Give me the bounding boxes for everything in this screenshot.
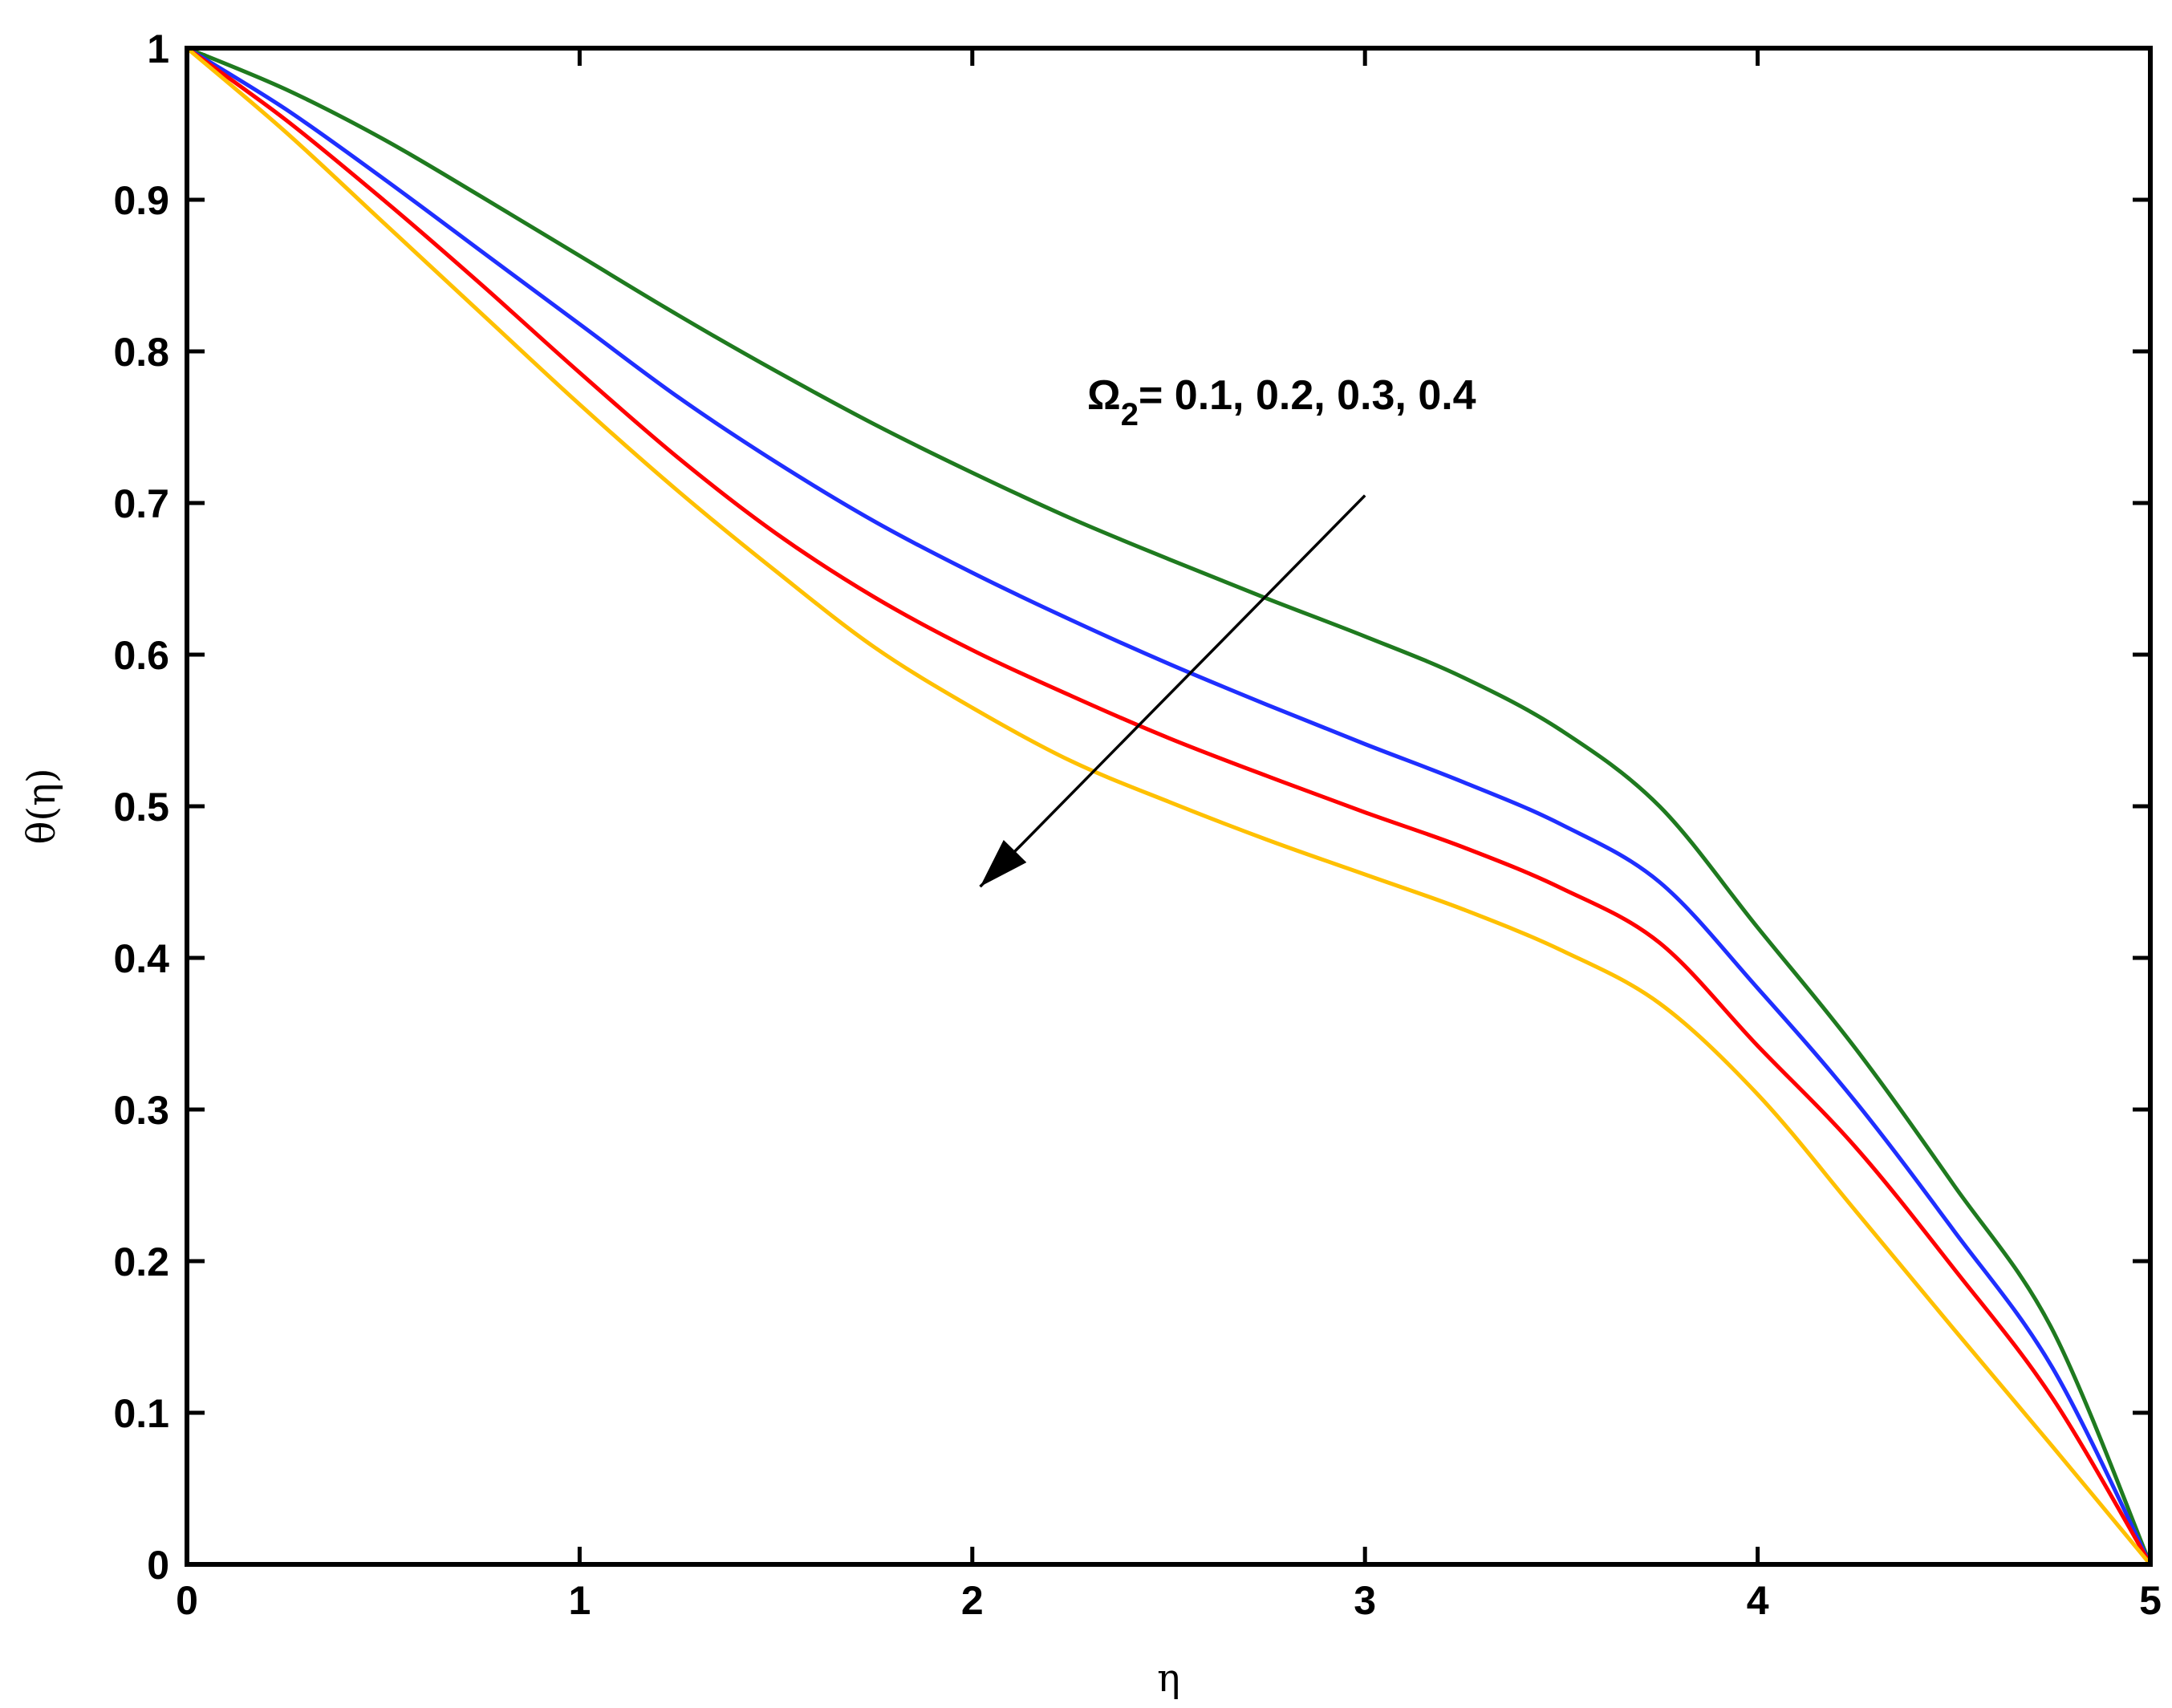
annotation-values: = 0.1, 0.2, 0.3, 0.4 [1139,372,1476,419]
axes-layer: 0 1 2 3 4 5 0 0.1 0.2 0.3 0.4 0.5 0.6 0.7 0.8 0.9 1 [113,26,2161,1623]
series-line-4 [185,47,2152,1566]
y-tick-label: 1 [147,26,169,71]
series-line-1 [186,46,2153,1565]
y-tick-label: 0.3 [113,1088,169,1133]
x-tick-label: 0 [176,1578,198,1623]
x-tick-label: 1 [568,1578,591,1623]
x-tick-label: 4 [1747,1578,1769,1623]
y-tick-label: 0 [147,1543,169,1588]
annotation-symbol: Ω [1087,372,1121,419]
annotation-layer [979,494,1366,888]
annotation-text: Ω2= 0.1, 0.2, 0.3, 0.4 [1087,372,1476,432]
y-tick-label: 0.2 [113,1239,169,1284]
x-tick-label: 2 [961,1578,984,1623]
x-tick-label: 5 [2139,1578,2162,1623]
annotation-subscript: 2 [1121,397,1139,432]
y-tick-label: 0.4 [113,936,169,981]
series-line-3 [185,46,2153,1566]
y-tick-label: 0.9 [113,178,169,223]
annotation-arrow-head [980,839,1027,887]
series-layer [185,46,2153,1566]
y-tick-label: 0.1 [113,1391,169,1436]
y-tick-label: 0.6 [113,633,169,678]
y-axis-label: θ(η) [19,768,64,844]
y-tick-label: 0.5 [113,785,169,830]
x-axis-label: η [1157,1656,1180,1701]
annotation-arrow-line [979,494,1366,888]
y-tick-label: 0.7 [113,481,169,526]
x-tick-label: 3 [1354,1578,1376,1623]
series-line-2 [185,46,2153,1566]
y-tick-label: 0.8 [113,330,169,375]
